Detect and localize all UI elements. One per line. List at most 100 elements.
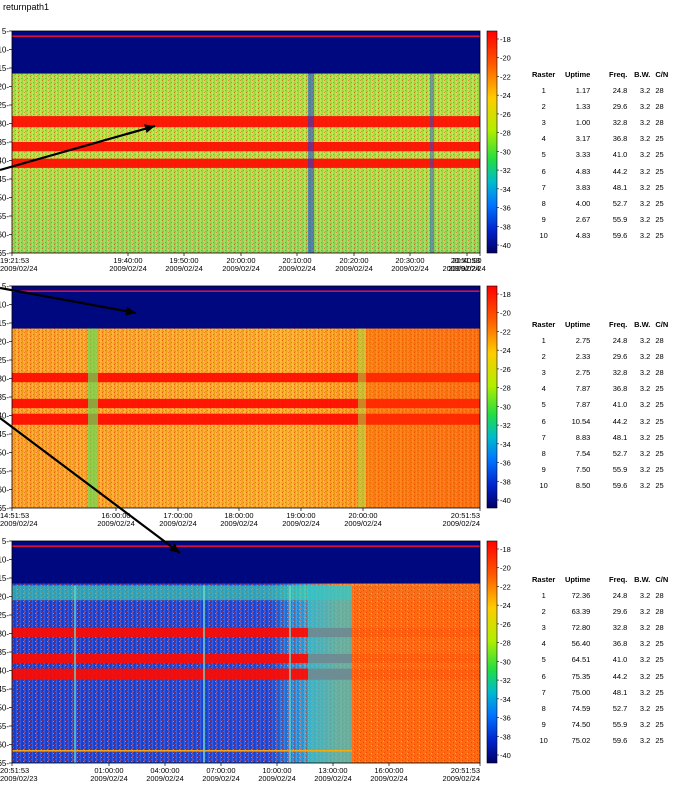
x-tick-date: 2009/02/24 bbox=[159, 519, 197, 528]
colorbar-tick-label: -26 bbox=[500, 620, 511, 629]
carrier-band-1 bbox=[12, 116, 480, 128]
table-cell: 59.6 bbox=[612, 231, 628, 241]
table-cell: 25 bbox=[655, 215, 664, 225]
colorbar-tick-label: -30 bbox=[500, 147, 511, 156]
table-cell: 25 bbox=[655, 720, 664, 730]
table-cell: 25 bbox=[655, 655, 664, 665]
table-cell: 6 bbox=[541, 166, 546, 176]
table-cell: 28 bbox=[655, 85, 664, 95]
table-cell: 28 bbox=[655, 622, 664, 632]
column-header: Uptime bbox=[564, 574, 591, 584]
arrow-shaft bbox=[0, 417, 181, 554]
table-cell: 75.35 bbox=[571, 671, 591, 681]
table-cell: 3.2 bbox=[639, 215, 651, 225]
table-cell: 74.59 bbox=[571, 703, 591, 713]
column-header: Freq. bbox=[609, 69, 628, 79]
x-tick-time: 20:30:00 bbox=[395, 256, 424, 265]
y-tick-label: 55- bbox=[0, 722, 9, 731]
table-cell: 36.8 bbox=[612, 134, 628, 144]
table-header-row: Raster Uptime Freq. B.W. C/N bbox=[532, 571, 674, 587]
x-tick-time: 19:00:00 bbox=[286, 511, 315, 520]
table-cell: 3.83 bbox=[575, 182, 591, 192]
table-row: 8 4.00 52.7 3.2 25 bbox=[532, 195, 674, 211]
table-cell: 75.00 bbox=[571, 687, 591, 697]
table-cell: 1 bbox=[541, 335, 546, 345]
y-tick-label: 55- bbox=[0, 212, 9, 221]
colorbar-tick-label: -38 bbox=[500, 732, 511, 741]
x-tick-date: 2009/02/24 bbox=[442, 774, 480, 783]
table-row: 1 1.17 24.8 3.2 28 bbox=[532, 82, 674, 98]
column-header: Raster bbox=[532, 574, 556, 584]
x-tick-date: 2009/02/24 bbox=[448, 264, 486, 273]
table-cell: 3.2 bbox=[639, 335, 651, 345]
table-cell: 2.67 bbox=[575, 215, 591, 225]
table-cell: 3.2 bbox=[639, 416, 651, 426]
table-row: 10 8.50 59.6 3.2 25 bbox=[532, 478, 674, 494]
colorbar-tick-label: -34 bbox=[500, 440, 511, 449]
colorbar-tick-label: -34 bbox=[500, 695, 511, 704]
table-cell: 24.8 bbox=[612, 335, 628, 345]
y-tick-label: 25- bbox=[0, 101, 9, 110]
interference-column bbox=[358, 328, 366, 508]
colorbar: -18 -20 -22 -24 -26 -28 -30 -32 -34 -36 -38 -40 bbox=[486, 540, 511, 764]
table-cell: 4 bbox=[541, 134, 546, 144]
table-cell: 59.6 bbox=[612, 736, 628, 746]
colorbar-tick-label: -22 bbox=[500, 582, 511, 591]
table-cell: 1.33 bbox=[575, 101, 591, 111]
interference-column bbox=[430, 73, 434, 253]
table-cell: 72.36 bbox=[571, 590, 591, 600]
x-tick-time: 20:51:53 bbox=[451, 511, 480, 520]
table-row: 3 1.00 32.8 3.2 28 bbox=[532, 114, 674, 130]
table-cell: 28 bbox=[655, 335, 664, 345]
table-cell: 8 bbox=[541, 448, 546, 458]
x-tick-time: 20:00:00 bbox=[226, 256, 255, 265]
colorbar-gradient bbox=[486, 285, 498, 509]
table-cell: 2.33 bbox=[575, 351, 591, 361]
table-cell: 48.1 bbox=[612, 432, 628, 442]
arrow-head bbox=[144, 124, 155, 134]
column-header: B.W. bbox=[634, 574, 651, 584]
x-tick-date: 2009/02/24 bbox=[165, 264, 203, 273]
y-tick-label: 40- bbox=[0, 157, 9, 166]
table-row: 8 7.54 52.7 3.2 25 bbox=[532, 445, 674, 461]
table-cell: 2.75 bbox=[575, 367, 591, 377]
table-cell: 8 bbox=[541, 198, 546, 208]
table-row: 10 4.83 59.6 3.2 25 bbox=[532, 228, 674, 244]
x-tick-time: 20:51:53 bbox=[0, 766, 29, 775]
spectrogram-panel-2: 5-10-15-20-25-30-35-40-45-50-55-60-65-Fr… bbox=[0, 282, 511, 528]
colorbar-tick-label: -20 bbox=[500, 564, 511, 573]
table-cell: 1 bbox=[541, 85, 546, 95]
table-cell: 59.6 bbox=[612, 481, 628, 491]
colorbar-tick-label: -26 bbox=[500, 110, 511, 119]
y-tick-label: 65- bbox=[0, 504, 9, 513]
colorbar-tick-label: -36 bbox=[500, 204, 511, 213]
table-cell: 25 bbox=[655, 432, 664, 442]
table-cell: 52.7 bbox=[612, 448, 628, 458]
y-tick-label: 55- bbox=[0, 467, 9, 476]
table-cell: 55.9 bbox=[612, 720, 628, 730]
colorbar-tick-label: -34 bbox=[500, 185, 511, 194]
carrier-band-3 bbox=[12, 668, 480, 680]
table-cell: 7.50 bbox=[575, 465, 591, 475]
table-cell: 3.2 bbox=[639, 231, 651, 241]
arrow-head bbox=[125, 306, 136, 316]
y-tick-label: 45- bbox=[0, 175, 9, 184]
table-cell: 2 bbox=[541, 351, 546, 361]
carrier-line bbox=[12, 750, 352, 752]
y-tick-label: 10- bbox=[0, 301, 9, 310]
x-tick-time: 19:21:53 bbox=[0, 256, 29, 265]
spectrogram-panel-3: 5-10-15-20-25-30-35-40-45-50-55-60-65-Fr… bbox=[0, 537, 511, 783]
x-tick-date: 2009/02/24 bbox=[90, 774, 128, 783]
table-row: 7 8.83 48.1 3.2 25 bbox=[532, 429, 674, 445]
spectrogram-panel-1: 5-10-15-20-25-30-35-40-45-50-55-60-65-Fr… bbox=[0, 27, 511, 273]
y-tick-label: 30- bbox=[0, 375, 9, 384]
table-cell: 25 bbox=[655, 703, 664, 713]
table-row: 6 75.35 44.2 3.2 25 bbox=[532, 668, 674, 684]
y-tick-label: 60- bbox=[0, 486, 9, 495]
table-cell: 3 bbox=[541, 367, 546, 377]
colorbar-tick-label: -28 bbox=[500, 384, 511, 393]
y-tick-label: 50- bbox=[0, 449, 9, 458]
interference-column bbox=[88, 328, 98, 508]
colorbar-gradient bbox=[486, 540, 498, 764]
table-row: 9 74.50 55.9 3.2 25 bbox=[532, 717, 674, 733]
